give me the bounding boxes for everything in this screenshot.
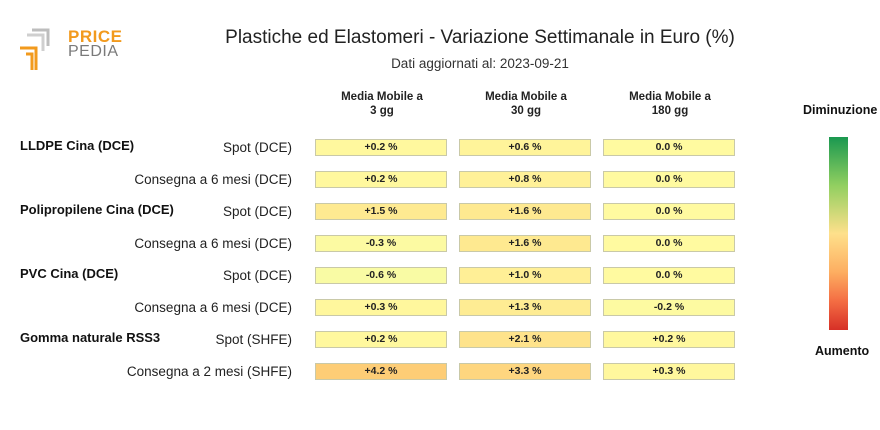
- heatmap-cell: +1.3 %: [459, 299, 591, 316]
- row-group-label: PVC Cina (DCE): [20, 266, 119, 281]
- heatmap-cell: 0.0 %: [603, 139, 735, 156]
- heatmap-cell: +3.3 %: [459, 363, 591, 380]
- heatmap-cell: 0.0 %: [603, 235, 735, 252]
- heatmap-cell: +1.6 %: [459, 235, 591, 252]
- column-header-line1: Media Mobile a: [341, 91, 423, 103]
- row-series-label: Spot (DCE): [222, 268, 292, 283]
- heatmap-cell: -0.2 %: [603, 299, 735, 316]
- legend-color-scale: [829, 137, 848, 330]
- logo-text-price: PRICE: [68, 27, 123, 46]
- legend-bottom-label: Aumento: [815, 344, 870, 358]
- heatmap-cell: +0.3 %: [315, 299, 447, 316]
- legend-top-label: Diminuzione: [803, 103, 878, 117]
- row-group-label: Polipropilene Cina (DCE): [20, 202, 174, 217]
- column-header-3gg: Media Mobile a 3 gg: [315, 90, 449, 118]
- column-header-line2: 3 gg: [370, 105, 394, 117]
- row-series-label: Consegna a 2 mesi (SHFE): [126, 364, 292, 379]
- column-header-line1: Media Mobile a: [485, 91, 567, 103]
- row-series-label: Consegna a 6 mesi (DCE): [134, 172, 292, 187]
- row-series-label: Consegna a 6 mesi (DCE): [134, 236, 292, 251]
- row-series-label: Spot (DCE): [222, 204, 292, 219]
- row-group-label: LLDPE Cina (DCE): [20, 138, 135, 153]
- heatmap-cell: +0.2 %: [315, 171, 447, 188]
- heatmap-cell: +1.5 %: [315, 203, 447, 220]
- heatmap-cell: +0.8 %: [459, 171, 591, 188]
- heatmap-cell: +0.3 %: [603, 363, 735, 380]
- row-series-label: Spot (SHFE): [215, 332, 292, 347]
- heatmap-cell: -0.3 %: [315, 235, 447, 252]
- row-series-label: Consegna a 6 mesi (DCE): [134, 300, 292, 315]
- heatmap-cell: +4.2 %: [315, 363, 447, 380]
- heatmap-cell: 0.0 %: [603, 267, 735, 284]
- heatmap-cell: +1.6 %: [459, 203, 591, 220]
- heatmap-cell: +0.6 %: [459, 139, 591, 156]
- heatmap-cell: +1.0 %: [459, 267, 591, 284]
- chart-title: Plastiche ed Elastomeri - Variazione Set…: [225, 27, 735, 48]
- heatmap-cell: +0.2 %: [603, 331, 735, 348]
- column-header-180gg: Media Mobile a 180 gg: [603, 90, 737, 118]
- column-header-line1: Media Mobile a: [629, 91, 711, 103]
- row-series-label: Spot (DCE): [222, 140, 292, 155]
- pricepedia-logo: PRICE PEDIA: [18, 26, 128, 74]
- heatmap-cell: +2.1 %: [459, 331, 591, 348]
- logo-text-pedia: PEDIA: [68, 43, 119, 60]
- heatmap-cell: 0.0 %: [603, 171, 735, 188]
- heatmap-cell: +0.2 %: [315, 139, 447, 156]
- row-group-label: Gomma naturale RSS3: [20, 330, 161, 345]
- column-header-line2: 180 gg: [651, 105, 689, 117]
- column-header-30gg: Media Mobile a 30 gg: [459, 90, 593, 118]
- logo-mark-icon: [20, 28, 50, 70]
- heatmap-cell: 0.0 %: [603, 203, 735, 220]
- column-header-line2: 30 gg: [510, 105, 542, 117]
- chart-subtitle: Dati aggiornati al: 2023-09-21: [391, 56, 569, 71]
- heatmap-cell: -0.6 %: [315, 267, 447, 284]
- heatmap-cell: +0.2 %: [315, 331, 447, 348]
